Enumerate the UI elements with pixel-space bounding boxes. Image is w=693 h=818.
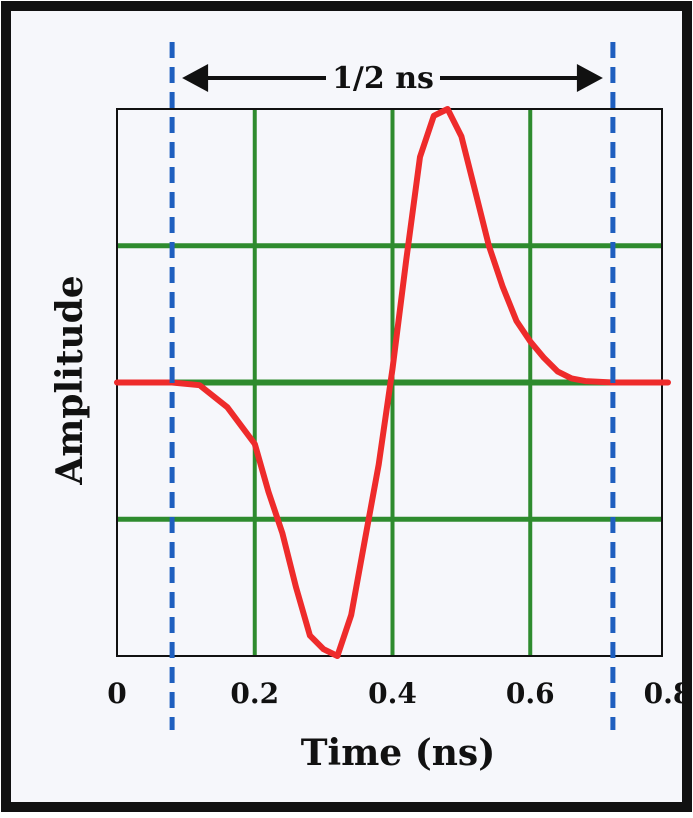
x-axis-label: Time (ns): [301, 732, 496, 774]
x-tick-labels: 0 0.2 0.4 0.6 0.8: [107, 677, 692, 710]
x-tick-label: 0.6: [506, 677, 555, 710]
annotation-arrowhead-left: [182, 64, 209, 92]
y-axis-label: Amplitude: [49, 275, 91, 485]
dashed-markers: [169, 42, 616, 730]
x-tick-label: 0.4: [368, 677, 417, 710]
x-tick-label: 0.8: [644, 677, 693, 710]
panel-background: [11, 11, 682, 802]
x-tick-label: 0.2: [230, 677, 279, 710]
x-tick-label: 0: [107, 677, 126, 710]
series-line: [114, 106, 671, 659]
span-annotation: 1/2 ns: [182, 61, 603, 96]
annotation-arrowhead-right: [576, 64, 603, 92]
annotation-label: 1/2 ns: [332, 61, 434, 96]
